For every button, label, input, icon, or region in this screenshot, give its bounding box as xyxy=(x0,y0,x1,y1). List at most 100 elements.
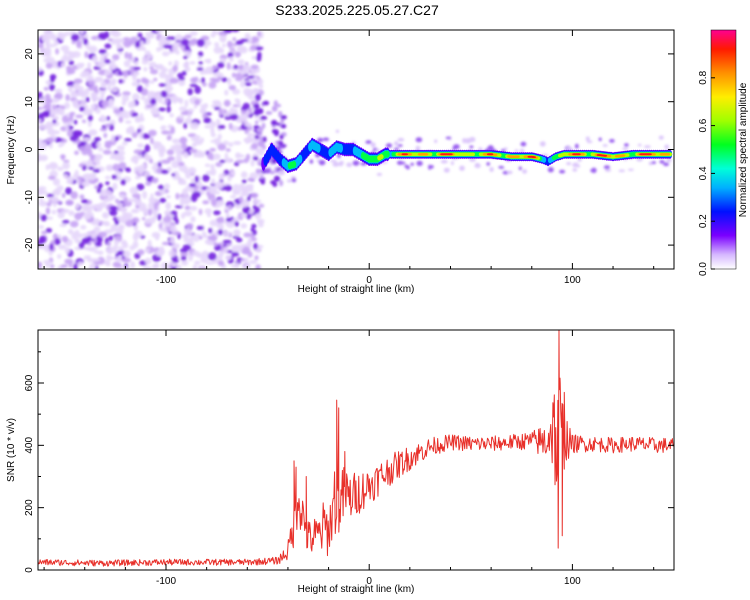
noise-blob xyxy=(157,161,162,168)
colorbar-tick-label: 0.4 xyxy=(698,166,709,180)
noise-blob xyxy=(241,187,249,195)
noise-blob xyxy=(92,55,98,63)
noise-blob xyxy=(210,132,216,138)
ridge-halo-blob xyxy=(332,161,340,167)
noise-blob xyxy=(123,266,130,269)
noise-blob xyxy=(165,222,171,228)
noise-blob xyxy=(48,142,53,149)
noise-blob xyxy=(53,39,59,47)
noise-blob xyxy=(204,43,208,49)
noise-blob xyxy=(177,144,183,151)
noise-blob xyxy=(79,73,88,78)
noise-blob xyxy=(66,180,74,184)
noise-blob xyxy=(179,97,184,105)
noise-blob xyxy=(197,56,202,60)
noise-blob xyxy=(223,109,227,114)
noise-blob xyxy=(236,237,243,243)
noise-blob xyxy=(211,121,217,128)
noise-blob xyxy=(253,199,262,204)
noise-blob xyxy=(65,187,72,195)
ridge-halo-blob xyxy=(648,161,653,166)
noise-blob xyxy=(178,162,185,166)
ridge-cell xyxy=(665,153,671,156)
noise-blob xyxy=(77,261,84,266)
noise-blob xyxy=(91,258,101,262)
noise-blob xyxy=(136,116,145,122)
noise-blob xyxy=(224,157,232,163)
noise-blob xyxy=(68,228,74,235)
noise-blob xyxy=(57,166,64,171)
ridge-halo-blob xyxy=(609,139,615,143)
noise-blob xyxy=(44,93,51,101)
ridge-halo-blob xyxy=(598,137,602,142)
noise-blob xyxy=(83,255,90,260)
noise-blob xyxy=(85,96,90,103)
noise-blob xyxy=(74,212,83,220)
noise-blob xyxy=(83,212,92,220)
noise-blob xyxy=(160,262,169,269)
noise-blob xyxy=(175,218,179,225)
noise-blob xyxy=(250,159,255,167)
noise-blob xyxy=(247,240,253,248)
noise-blob xyxy=(209,147,217,152)
noise-blob xyxy=(175,149,183,155)
ridge-halo-blob xyxy=(397,137,405,142)
noise-blob xyxy=(208,185,217,193)
noise-blob xyxy=(200,106,205,115)
y-tick-label: 0 xyxy=(24,146,35,152)
noise-blob xyxy=(73,263,78,269)
noise-blob xyxy=(190,216,196,223)
noise-blob xyxy=(119,107,124,112)
noise-blob xyxy=(209,219,218,227)
noise-blob xyxy=(146,104,155,108)
ridge-halo-blob xyxy=(498,165,505,169)
noise-blob xyxy=(104,69,111,76)
noise-blob xyxy=(166,149,175,156)
noise-blob xyxy=(235,76,243,82)
noise-blob xyxy=(161,125,167,130)
noise-blob xyxy=(132,154,139,161)
noise-blob xyxy=(245,206,251,212)
noise-blob xyxy=(212,79,220,83)
noise-blob xyxy=(225,217,232,222)
noise-blob xyxy=(38,112,48,117)
noise-blob xyxy=(102,212,109,219)
noise-blob xyxy=(171,160,180,169)
noise-blob xyxy=(70,191,78,200)
noise-blob xyxy=(148,61,157,67)
noise-blob xyxy=(253,242,258,250)
noise-blob xyxy=(227,40,233,48)
noise-blob xyxy=(254,255,259,261)
noise-blob xyxy=(38,106,43,111)
noise-blob xyxy=(106,254,111,262)
noise-blob xyxy=(198,235,203,240)
ridge-halo-blob xyxy=(370,142,376,148)
noise-blob xyxy=(219,35,227,43)
noise-blob xyxy=(88,129,98,136)
ridge-halo-blob xyxy=(416,160,423,166)
ridge-halo-blob xyxy=(397,144,403,147)
noise-blob xyxy=(150,137,154,145)
noise-blob xyxy=(98,231,108,238)
noise-blob xyxy=(243,158,249,164)
noise-blob xyxy=(202,174,210,182)
noise-blob xyxy=(71,33,80,42)
noise-blob xyxy=(49,75,55,83)
noise-blob xyxy=(280,115,287,120)
noise-blob xyxy=(170,126,175,135)
noise-blob xyxy=(143,153,150,161)
noise-blob xyxy=(47,175,56,180)
noise-blob xyxy=(182,62,190,69)
noise-blob xyxy=(212,153,221,160)
noise-blob xyxy=(161,159,171,164)
noise-blob xyxy=(200,255,209,264)
noise-blob xyxy=(241,258,245,262)
ridge-halo-blob xyxy=(291,178,297,183)
noise-blob xyxy=(101,221,106,226)
noise-blob xyxy=(60,210,69,214)
y-tick-label: 200 xyxy=(24,499,35,516)
noise-blob xyxy=(120,206,126,213)
noise-blob xyxy=(78,163,84,168)
noise-blob xyxy=(150,193,154,201)
